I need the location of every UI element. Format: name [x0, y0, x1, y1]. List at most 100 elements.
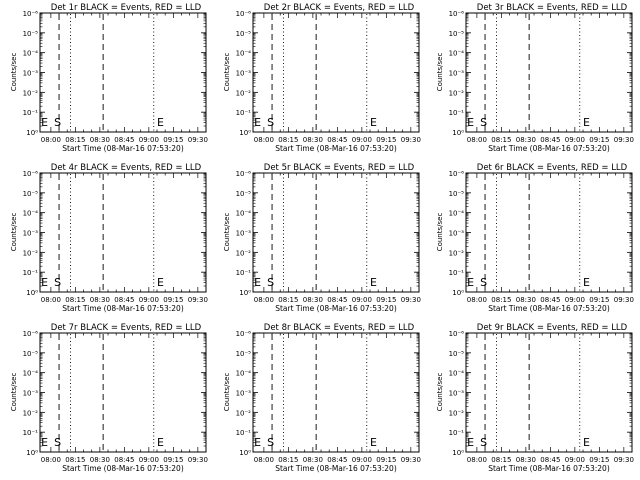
x-tick-label: 08:30 [516, 296, 536, 304]
chart-panel-8: Det 8r BLACK = Events, RED = LLD 10⁰ 10⁻¹ 1… [223, 323, 421, 473]
y-tick-label: 10⁻¹ [449, 109, 465, 117]
y-tick-label: 10⁻² [23, 249, 39, 257]
marker-label-s: S [54, 276, 61, 289]
x-tick-label: 09:15 [163, 136, 183, 144]
x-tick-label: 08:30 [90, 136, 110, 144]
y-tick-label: 10⁰ [239, 449, 251, 457]
y-tick-label: 10⁻⁶ [236, 170, 252, 178]
x-tick-label: 08:15 [65, 136, 85, 144]
y-tick-label: 10⁻⁵ [236, 190, 252, 198]
panel-title: Det 1r BLACK = Events, RED = LLD [51, 3, 202, 13]
y-tick-label: 10⁻⁴ [236, 50, 252, 58]
x-tick-label: 08:00 [467, 456, 487, 464]
plot-frame [252, 12, 420, 133]
marker-label-e: E [157, 436, 164, 449]
x-tick-label: 08:15 [278, 456, 298, 464]
y-tick-label: 10⁻⁶ [449, 330, 465, 338]
y-tick-label: 10⁻⁶ [23, 170, 39, 178]
chart-panel-2: Det 2r BLACK = Events, RED = LLD 10⁰ 10⁻¹ 1… [223, 3, 421, 153]
y-tick-label: 10⁻⁴ [236, 210, 252, 218]
x-tick-label: 08:30 [90, 296, 110, 304]
y-tick-label: 10⁻⁶ [23, 10, 39, 18]
panel-title: Det 8r BLACK = Events, RED = LLD [264, 323, 415, 333]
plot-frame [465, 12, 633, 133]
marker-label-e: E [41, 436, 48, 449]
x-tick-label: 08:45 [114, 456, 134, 464]
y-tick-label: 10⁻¹ [236, 429, 252, 437]
y-tick-label: 10⁻⁵ [23, 190, 39, 198]
marker-label-e: E [583, 436, 590, 449]
y-axis-label: Counts/sec [436, 373, 444, 412]
marker-label-e: E [254, 276, 261, 289]
x-tick-label: 09:00 [352, 456, 372, 464]
x-tick-label: 08:45 [540, 456, 560, 464]
y-tick-label: 10⁰ [452, 449, 464, 457]
y-tick-label: 10⁻² [236, 249, 252, 257]
x-tick-label: 08:45 [540, 136, 560, 144]
y-tick-label: 10⁻⁵ [23, 350, 39, 358]
x-tick-label: 09:00 [352, 136, 372, 144]
panel-title: Det 5r BLACK = Events, RED = LLD [264, 163, 415, 173]
x-axis-label: Start Time (08-Mar-16 07:53:20) [275, 304, 397, 313]
x-tick-label: 08:45 [327, 136, 347, 144]
marker-label-e: E [583, 116, 590, 129]
plot-frame [252, 172, 420, 293]
x-tick-label: 09:00 [352, 296, 372, 304]
y-tick-label: 10⁻⁴ [449, 370, 465, 378]
marker-label-e: E [41, 116, 48, 129]
x-tick-label: 09:30 [614, 456, 634, 464]
plot-frame [39, 172, 207, 293]
y-tick-label: 10⁻³ [449, 70, 465, 78]
x-axis-label: Start Time (08-Mar-16 07:53:20) [275, 144, 397, 153]
y-tick-label: 10⁻⁴ [23, 370, 39, 378]
panel-title: Det 3r BLACK = Events, RED = LLD [477, 3, 628, 13]
x-tick-label: 08:00 [467, 296, 487, 304]
y-tick-label: 10⁻³ [236, 70, 252, 78]
y-tick-label: 10⁻⁶ [23, 330, 39, 338]
y-axis-label: Counts/sec [10, 53, 18, 92]
marker-label-s: S [267, 116, 274, 129]
x-tick-label: 08:30 [516, 136, 536, 144]
y-tick-label: 10⁻³ [449, 230, 465, 238]
chart-panel-9: Det 9r BLACK = Events, RED = LLD 10⁰ 10⁻¹ 1… [436, 323, 634, 473]
x-tick-label: 08:00 [41, 456, 61, 464]
marker-label-s: S [480, 436, 487, 449]
plot-frame [39, 12, 207, 133]
x-tick-label: 08:00 [41, 296, 61, 304]
x-tick-label: 09:30 [614, 296, 634, 304]
y-tick-label: 10⁻³ [23, 390, 39, 398]
chart-panel-6: Det 6r BLACK = Events, RED = LLD 10⁰ 10⁻¹ 1… [436, 163, 634, 313]
plot-frame [252, 332, 420, 453]
x-tick-label: 08:45 [114, 296, 134, 304]
chart-panel-3: Det 3r BLACK = Events, RED = LLD 10⁰ 10⁻¹ 1… [436, 3, 634, 153]
y-tick-label: 10⁻⁵ [449, 190, 465, 198]
y-tick-label: 10⁰ [26, 129, 38, 137]
y-tick-label: 10⁻³ [236, 230, 252, 238]
y-axis-label: Counts/sec [223, 53, 231, 92]
panel-title: Det 4r BLACK = Events, RED = LLD [51, 163, 202, 173]
x-tick-label: 09:15 [589, 456, 609, 464]
y-tick-label: 10⁻⁴ [236, 370, 252, 378]
plot-frame [465, 172, 633, 293]
panel-title: Det 9r BLACK = Events, RED = LLD [477, 323, 628, 333]
x-tick-label: 08:00 [467, 136, 487, 144]
marker-label-e: E [467, 116, 474, 129]
x-tick-label: 08:30 [303, 456, 323, 464]
x-tick-label: 09:30 [188, 136, 208, 144]
x-tick-label: 08:30 [303, 136, 323, 144]
x-tick-label: 08:30 [303, 296, 323, 304]
y-tick-label: 10⁻² [449, 89, 465, 97]
y-tick-label: 10⁻⁴ [449, 210, 465, 218]
marker-label-s: S [267, 436, 274, 449]
x-axis-label: Start Time (08-Mar-16 07:53:20) [62, 464, 184, 473]
chart-panel-4: Det 4r BLACK = Events, RED = LLD 10⁰ 10⁻¹ 1… [10, 163, 208, 313]
chart-panel-5: Det 5r BLACK = Events, RED = LLD 10⁰ 10⁻¹ 1… [223, 163, 421, 313]
y-tick-label: 10⁻¹ [236, 109, 252, 117]
marker-label-s: S [267, 276, 274, 289]
y-tick-label: 10⁻² [449, 409, 465, 417]
y-tick-label: 10⁰ [452, 289, 464, 297]
marker-label-e: E [583, 276, 590, 289]
x-tick-label: 09:15 [163, 456, 183, 464]
y-tick-label: 10⁻⁴ [23, 50, 39, 58]
x-tick-label: 09:00 [139, 456, 159, 464]
